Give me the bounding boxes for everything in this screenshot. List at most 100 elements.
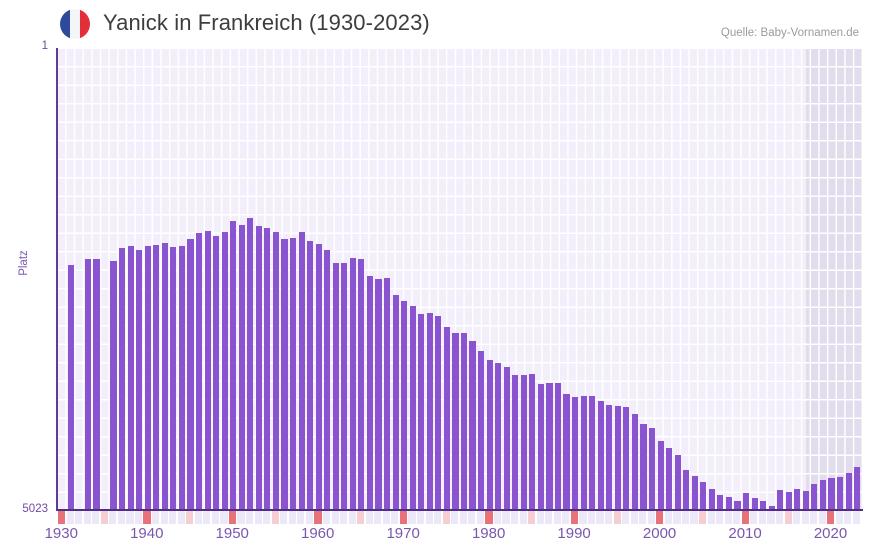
bar[interactable] <box>452 333 459 510</box>
bar[interactable] <box>426 312 433 510</box>
bar[interactable] <box>674 454 681 510</box>
bar[interactable] <box>435 315 442 510</box>
bar[interactable] <box>84 259 91 510</box>
bar[interactable] <box>683 470 690 510</box>
bar[interactable] <box>802 491 809 510</box>
bar[interactable] <box>854 467 861 510</box>
bar[interactable] <box>597 401 604 510</box>
x-axis-minor-tick <box>852 511 861 524</box>
bar[interactable] <box>332 263 339 510</box>
bar[interactable] <box>195 232 203 510</box>
bar[interactable] <box>341 263 348 510</box>
bar[interactable] <box>529 373 536 510</box>
bar[interactable] <box>272 231 280 510</box>
bar[interactable] <box>298 231 305 510</box>
bar[interactable] <box>631 414 638 510</box>
bar[interactable] <box>383 277 391 510</box>
x-axis-minor-tick <box>818 511 826 524</box>
bar[interactable] <box>580 395 587 510</box>
bar[interactable] <box>794 488 801 510</box>
x-axis-minor-tick <box>126 511 134 524</box>
bar[interactable] <box>324 249 331 510</box>
bar[interactable] <box>589 395 596 510</box>
bar[interactable] <box>503 367 510 510</box>
bar[interactable] <box>110 261 117 510</box>
bar[interactable] <box>230 220 237 510</box>
bar[interactable] <box>67 265 74 510</box>
x-axis-major-tick <box>58 511 66 524</box>
bar[interactable] <box>495 362 502 510</box>
bar[interactable] <box>204 230 211 510</box>
bar[interactable] <box>777 489 784 510</box>
bar[interactable] <box>264 228 271 510</box>
bar[interactable] <box>785 492 792 510</box>
bar[interactable] <box>819 480 827 510</box>
flag-stripe-white <box>70 9 80 39</box>
bar[interactable] <box>546 382 553 510</box>
bar[interactable] <box>572 396 579 510</box>
bar[interactable] <box>486 359 493 510</box>
bar[interactable] <box>127 245 134 510</box>
bar[interactable] <box>93 259 100 510</box>
bar[interactable] <box>392 295 399 510</box>
bar[interactable] <box>307 240 314 510</box>
bar[interactable] <box>349 257 356 510</box>
bar[interactable] <box>178 245 185 510</box>
bar[interactable] <box>640 424 647 510</box>
x-axis-minor-tick <box>553 511 561 524</box>
bar[interactable] <box>614 405 621 510</box>
bar[interactable] <box>187 238 194 510</box>
bar[interactable] <box>170 247 177 510</box>
bar[interactable] <box>666 448 673 510</box>
bar[interactable] <box>375 278 382 510</box>
bar[interactable] <box>537 383 544 510</box>
bar[interactable] <box>845 472 852 510</box>
bar[interactable] <box>828 478 835 510</box>
bar[interactable] <box>469 341 476 510</box>
x-axis-tick-label: 1940 <box>130 525 164 542</box>
x-axis-minor-tick <box>750 511 758 524</box>
bar[interactable] <box>443 326 450 510</box>
x-axis-minor-tick <box>502 511 510 524</box>
bar[interactable] <box>153 244 160 510</box>
bar[interactable] <box>811 483 818 510</box>
bar[interactable] <box>221 231 228 510</box>
bar[interactable] <box>691 475 698 510</box>
bar[interactable] <box>136 249 143 510</box>
bar[interactable] <box>742 493 750 510</box>
bar[interactable] <box>708 488 715 510</box>
bar[interactable] <box>460 332 468 510</box>
bar[interactable] <box>315 243 322 510</box>
bar[interactable] <box>606 404 613 510</box>
x-axis-minor-tick <box>587 511 596 524</box>
x-axis-minor-tick <box>117 511 125 524</box>
bar[interactable] <box>700 482 707 510</box>
bar[interactable] <box>657 440 664 510</box>
bar[interactable] <box>478 350 485 510</box>
bar[interactable] <box>836 476 844 510</box>
bar[interactable] <box>255 225 262 510</box>
bar[interactable] <box>520 374 527 510</box>
bar[interactable] <box>247 218 254 510</box>
bar[interactable] <box>161 243 168 510</box>
bar[interactable] <box>119 247 126 510</box>
bar[interactable] <box>409 305 416 510</box>
bar[interactable] <box>648 427 656 510</box>
bar[interactable] <box>717 495 724 510</box>
x-axis-minor-tick <box>365 511 373 524</box>
bar[interactable] <box>366 276 374 510</box>
bar[interactable] <box>401 300 408 510</box>
bar[interactable] <box>281 239 288 510</box>
bar[interactable] <box>563 393 570 510</box>
bar[interactable] <box>623 406 630 510</box>
x-axis-minor-tick <box>733 511 741 524</box>
bar[interactable] <box>554 382 562 510</box>
bar[interactable] <box>358 258 365 510</box>
bar[interactable] <box>238 224 245 510</box>
bar[interactable] <box>418 313 425 510</box>
bar[interactable] <box>144 245 151 510</box>
bar[interactable] <box>512 375 519 510</box>
bar[interactable] <box>289 237 297 510</box>
bar[interactable] <box>213 236 220 510</box>
